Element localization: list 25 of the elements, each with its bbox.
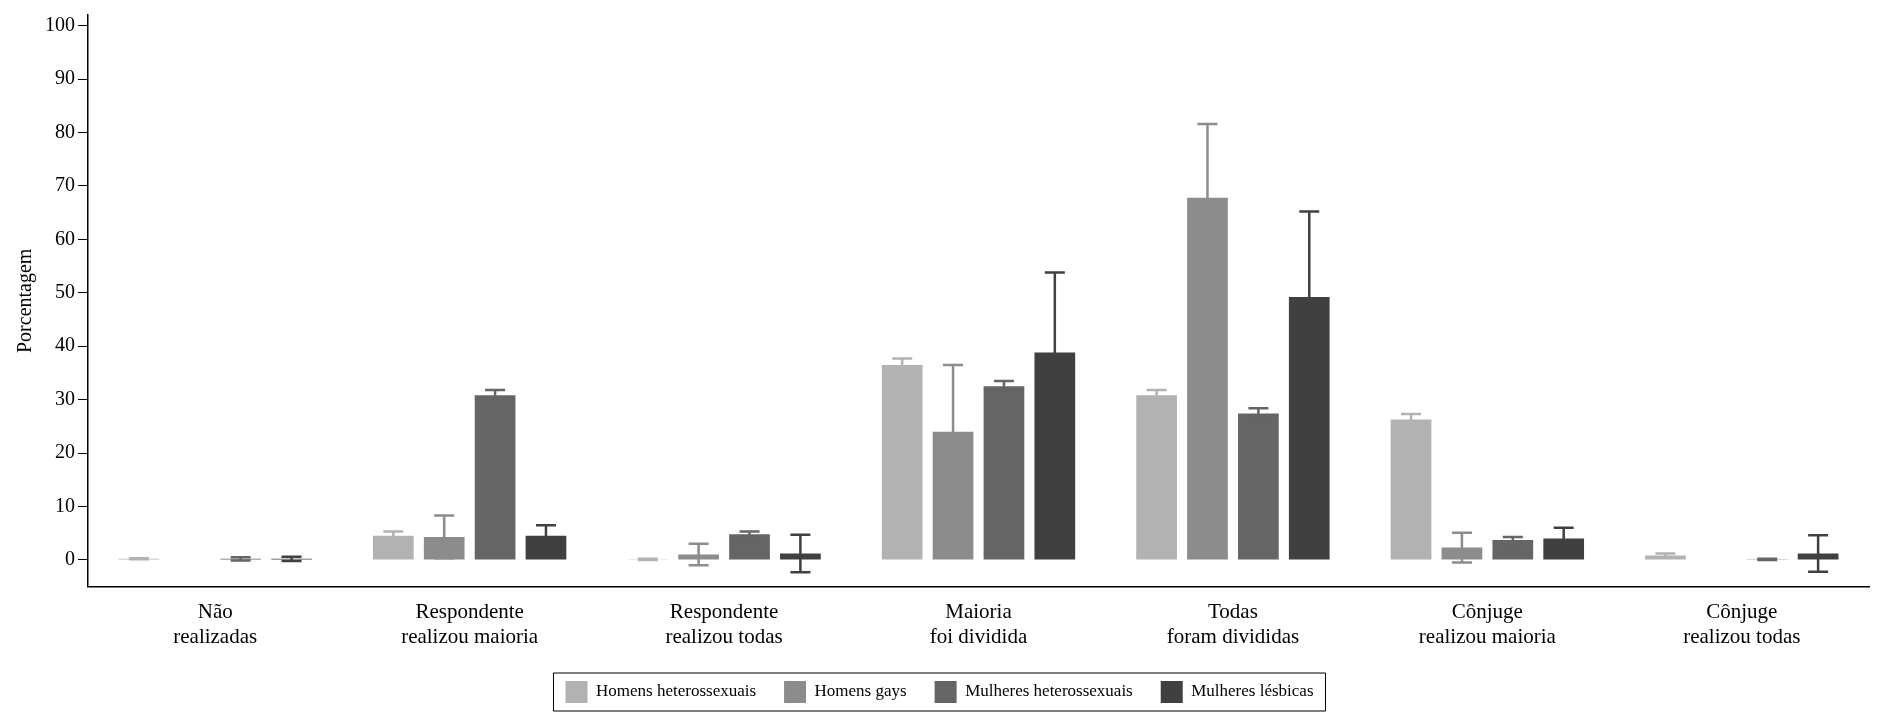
y-axis-title: Porcentagem [13,248,37,353]
x-tick-label: Respondente realizou maioria [401,598,539,648]
x-tick-label: Cônjuge realizou todas [1683,598,1801,648]
x-tick-label: Cônjuge realizou maioria [1418,598,1557,648]
legend-label: Homens heterossexuais [596,681,757,701]
bar [1492,540,1534,560]
legend-label: Homens gays [814,681,907,701]
y-tick-label: 100 [45,12,75,35]
y-tick-label: 40 [55,333,75,356]
legend-label: Mulheres lésbicas [1191,681,1314,701]
y-tick-label: 10 [55,493,75,516]
x-tick-label: Respondente realizou todas [665,598,783,648]
legend-label: Mulheres heterossexuais [965,681,1133,701]
x-tick-label: Maioria foi dividida [929,598,1028,648]
x-tick-label: Não realizadas [173,598,258,648]
y-tick-label: 0 [65,547,75,570]
y-tick-label: 70 [55,173,75,196]
y-tick-label: 50 [55,280,75,303]
y-tick-label: 80 [55,119,75,142]
bar [729,534,770,560]
y-tick-label: 90 [55,66,75,89]
x-tick-label: Todas foram divididas [1166,598,1300,648]
y-tick-label: 20 [55,440,75,463]
y-tick-label: 60 [55,226,75,249]
y-tick-label: 30 [55,386,75,409]
